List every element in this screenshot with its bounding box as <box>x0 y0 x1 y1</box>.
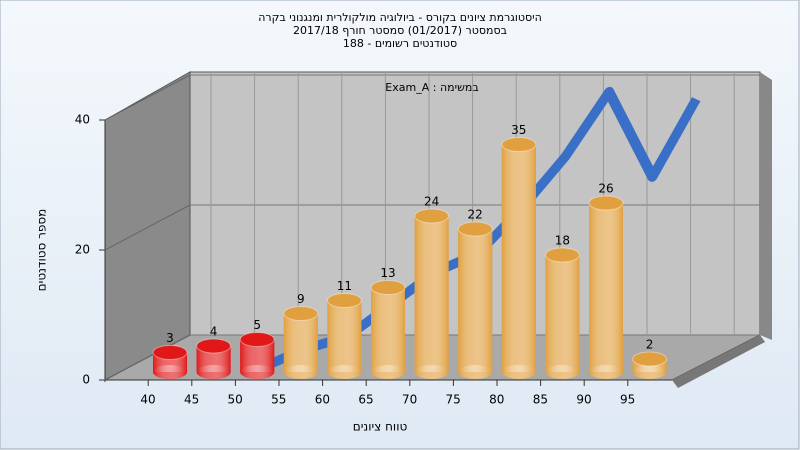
value-label: 24 <box>424 195 439 209</box>
bar-top <box>588 195 624 211</box>
grid-line <box>104 334 191 381</box>
x-tick-label: 90 <box>576 393 591 407</box>
x-tick-label: 80 <box>489 393 504 407</box>
y-axis-label: מספר סטודנטים <box>35 209 49 292</box>
x-tick-label: 85 <box>533 393 548 407</box>
value-label: 18 <box>555 234 570 248</box>
bar-base-shine <box>153 365 187 379</box>
bar-base-shine <box>327 365 362 379</box>
x-tick-label: 55 <box>271 393 286 407</box>
y-tick-label: 20 <box>75 243 90 257</box>
value-label: 13 <box>380 266 395 280</box>
x-tick-label: 40 <box>140 393 155 407</box>
wall-edge <box>760 72 772 340</box>
value-label: 26 <box>598 182 613 196</box>
bar-shine <box>327 300 362 372</box>
bar-base-shine <box>589 365 623 379</box>
bar-shine <box>414 216 449 372</box>
grid-line <box>104 74 191 121</box>
bar-shine <box>501 144 536 372</box>
bar-top <box>414 208 450 224</box>
bar-base-shine <box>458 365 493 379</box>
bar-base-shine <box>240 365 275 379</box>
value-label: 9 <box>297 292 305 306</box>
bar-base-shine <box>196 365 231 379</box>
bar-shine <box>458 229 493 372</box>
bar-top <box>457 221 493 237</box>
x-tick-label: 70 <box>402 393 417 407</box>
title: היסטוגרמת ציונים בקורס - ביולוגיה מולקול… <box>258 11 542 50</box>
title-line: סטודנטים רשומים - 188 <box>343 37 457 50</box>
subtitle: במשימה : Exam_A <box>385 81 478 94</box>
bar-base-shine <box>371 365 405 379</box>
value-label: 2 <box>646 338 654 352</box>
bar-top <box>326 293 362 308</box>
bar-base-shine <box>501 365 536 379</box>
bar-top <box>544 247 580 263</box>
bar-top <box>239 332 275 347</box>
left-wall <box>104 71 191 381</box>
y-tick-label: 40 <box>75 113 90 127</box>
bar-base-shine <box>283 365 318 379</box>
value-label: 4 <box>210 325 218 339</box>
title-line: בסמסטר (01/2017) סמסטר חורף 2017/18 <box>293 24 507 37</box>
bar-top <box>196 338 232 354</box>
bar-shine <box>371 287 405 372</box>
bar-shine <box>283 313 318 372</box>
value-label: 11 <box>337 279 352 293</box>
bar-top <box>370 280 406 295</box>
bar-top <box>632 351 668 367</box>
x-tick-label: 75 <box>446 393 461 407</box>
value-label: 5 <box>253 318 261 332</box>
value-label: 3 <box>166 331 174 345</box>
x-tick-label: 95 <box>620 393 635 407</box>
y-tick-label: 0 <box>82 373 90 387</box>
bar-top <box>283 306 319 321</box>
x-tick-label: 50 <box>228 393 243 407</box>
value-label: 22 <box>468 208 483 222</box>
bar-top <box>501 137 537 152</box>
bar-base-shine <box>632 365 667 379</box>
x-axis-label: טווח ציונים <box>353 420 408 434</box>
value-label: 35 <box>511 123 526 137</box>
x-tick-label: 45 <box>184 393 199 407</box>
bar-top <box>152 345 188 360</box>
floor-edge <box>672 335 765 388</box>
x-tick-label: 65 <box>358 393 373 407</box>
bar-base-shine <box>545 365 580 379</box>
bar-base-shine <box>414 365 449 379</box>
grid-line <box>104 204 191 251</box>
bar-shine <box>589 203 623 372</box>
bar-shine <box>545 255 580 372</box>
x-tick-label: 60 <box>315 393 330 407</box>
title-line: היסטוגרמת ציונים בקורס - ביולוגיה מולקול… <box>258 11 542 24</box>
